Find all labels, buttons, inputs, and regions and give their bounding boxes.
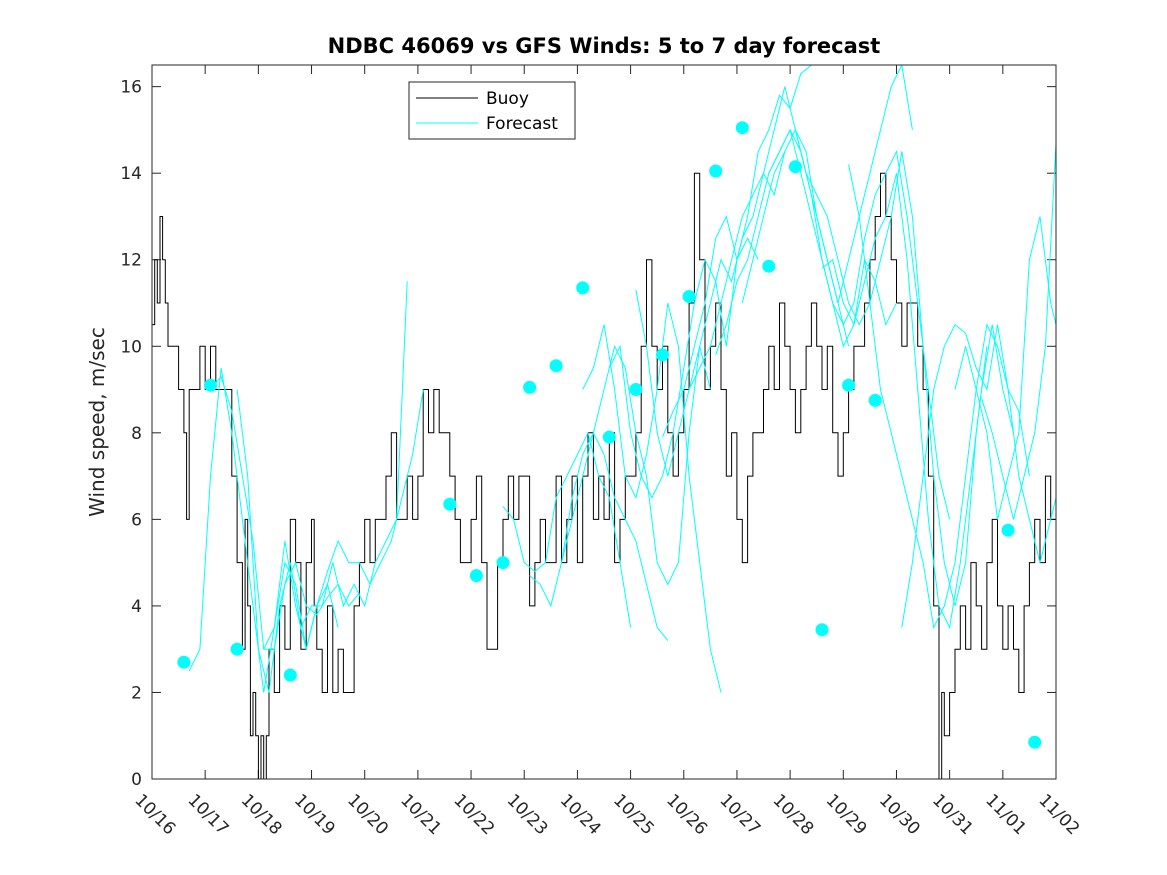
forecast-series-line-21 (981, 142, 1056, 520)
legend-forecast-label: Forecast (486, 114, 558, 134)
y-tick-label: 10 (120, 337, 142, 357)
forecast-series-line-3 (236, 281, 408, 693)
x-tick-label: 10/24 (556, 790, 605, 839)
forecast-marker-2 (204, 378, 217, 392)
forecast-marker-14 (682, 290, 696, 303)
forecast-series-line-4 (263, 389, 424, 650)
y-tick-label: 6 (131, 510, 142, 530)
forecast-marker-23 (1028, 735, 1042, 749)
forecast-marker-13 (656, 348, 669, 362)
forecast-marker-20 (842, 378, 856, 392)
x-tick-label: 10/23 (503, 790, 552, 839)
y-tick-label: 0 (131, 770, 142, 790)
y-tick-labels: 0 2 4 6 8 10 12 14 16 (120, 78, 142, 790)
forecast-marker-11 (602, 430, 616, 444)
forecast-series-line-9 (608, 236, 759, 499)
forecast-series-line-18 (848, 164, 1030, 630)
forecast-marker-4 (283, 668, 297, 682)
forecast-marker-8 (523, 380, 537, 394)
forecast-series-line-16 (794, 129, 988, 607)
forecast-marker-3 (230, 642, 244, 656)
x-tick-label: 10/30 (875, 790, 924, 839)
chart-title: NDBC 46069 vs GFS Winds: 5 to 7 day fore… (328, 34, 881, 58)
legend-box (408, 81, 576, 140)
x-tick-label: 10/31 (928, 790, 977, 839)
x-tick-label: 10/17 (184, 790, 233, 839)
forecast-marker-18 (788, 160, 802, 174)
forecast-marker-17 (762, 259, 776, 273)
x-tick-labels: 10/16 10/17 10/18 10/19 10/20 10/21 10/22 10/23… (130, 790, 1083, 839)
plot-series (152, 65, 1167, 779)
y-tick-label: 2 (131, 683, 142, 703)
forecast-marker-10 (576, 281, 590, 295)
forecast-series-line-8 (582, 302, 722, 693)
y-tick-label: 12 (120, 251, 142, 271)
forecast-marker-9 (549, 359, 563, 373)
x-tick-label: 10/21 (396, 790, 445, 839)
x-tick-label: 10/18 (237, 790, 286, 839)
plot-frame (151, 64, 1057, 780)
x-tick-label: 10/26 (662, 790, 711, 839)
buoy-series-line (152, 172, 1056, 779)
y-tick-label: 4 (131, 597, 142, 617)
x-tick-label: 10/16 (130, 790, 179, 839)
forecast-marker-22 (1001, 523, 1015, 537)
forecast-marker-5 (443, 497, 457, 511)
forecast-marker-19 (815, 623, 829, 637)
forecast-series-line-22 (1115, 528, 1167, 744)
x-tick-label: 10/25 (609, 790, 658, 839)
forecast-marker-7 (496, 556, 510, 570)
forecast-marker-16 (735, 121, 749, 135)
x-tick-label: 10/22 (450, 790, 499, 839)
y-tick-label: 14 (120, 164, 142, 184)
forecast-marker-12 (629, 383, 643, 396)
forecast-series-line-10 (635, 151, 786, 477)
forecast-series-line-19 (901, 323, 1056, 628)
x-tick-label: 11/02 (1034, 790, 1083, 839)
x-tick-label: 10/20 (343, 790, 392, 839)
legend-buoy-label: Buoy (486, 89, 529, 109)
x-tick-label: 10/29 (822, 790, 871, 839)
x-tick-label: 10/27 (715, 790, 764, 839)
y-tick-label: 8 (131, 424, 142, 444)
forecast-series-line-6 (529, 431, 669, 641)
forecast-series-line-7 (561, 344, 711, 586)
forecast-marker-21 (868, 393, 882, 407)
forecast-marker-1 (177, 655, 191, 669)
x-tick-label: 11/01 (981, 790, 1030, 839)
forecast-series-line-17 (821, 173, 1014, 630)
forecast-marker-6 (469, 569, 483, 583)
forecast-marker-15 (709, 164, 723, 178)
x-tick-label: 10/19 (290, 790, 339, 839)
y-tick-label: 16 (120, 78, 142, 98)
y-axis-label: Wind speed, m/sec (85, 327, 109, 517)
plot-area (152, 65, 1056, 779)
forecast-series-line-14 (741, 65, 913, 304)
legend: Buoy Forecast (408, 81, 576, 140)
x-tick-label: 10/28 (769, 790, 818, 839)
forecast-series-line-20 (954, 216, 1056, 520)
forecast-series-line-5 (502, 431, 632, 628)
forecast-series-line-11 (662, 65, 812, 438)
